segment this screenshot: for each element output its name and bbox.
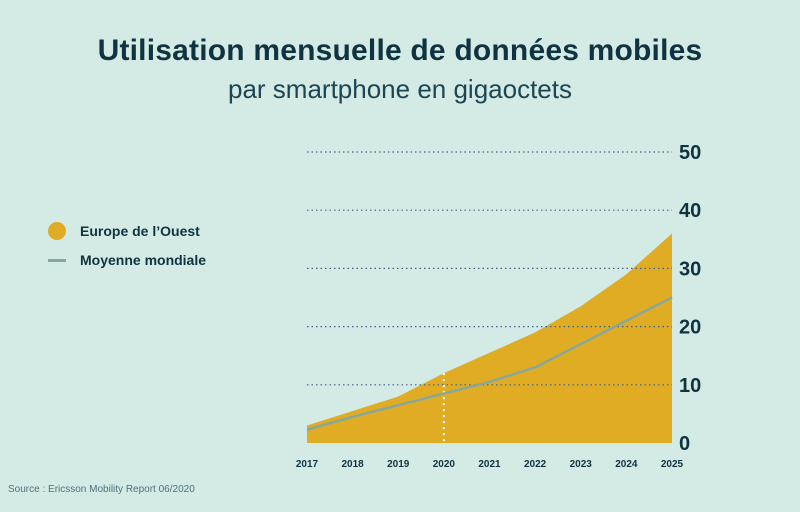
- chart-title: Utilisation mensuelle de données mobiles: [97, 34, 703, 67]
- x-tick-label-2020: 2020: [433, 459, 456, 470]
- x-tick-label-2024: 2024: [615, 459, 638, 470]
- x-tick-label-2019: 2019: [387, 459, 410, 470]
- legend-swatch-europe: [48, 222, 66, 240]
- x-tick-label-2018: 2018: [342, 459, 365, 470]
- y-tick-label-10: 10: [679, 375, 701, 397]
- x-tick-label-2017: 2017: [296, 459, 319, 470]
- x-tick-label-2023: 2023: [570, 459, 593, 470]
- chart-subtitle: par smartphone en gigaoctets: [228, 74, 572, 104]
- y-tick-label-50: 50: [679, 142, 701, 164]
- x-tick-label-2021: 2021: [478, 459, 501, 470]
- x-tick-label-2025: 2025: [661, 459, 684, 470]
- legend-label-world: Moyenne mondiale: [80, 252, 207, 268]
- y-tick-label-0: 0: [679, 433, 690, 455]
- line-moyenne-mondiale: [306, 296, 673, 431]
- y-tick-label-30: 30: [679, 258, 701, 280]
- legend-item-world: Moyenne mondiale: [48, 252, 206, 268]
- x-tick-label-2022: 2022: [524, 459, 547, 470]
- legend-swatch-world: [48, 258, 66, 262]
- y-tick-label-20: 20: [679, 317, 701, 339]
- legend-item-europe: Europe de l’Ouest: [48, 222, 206, 240]
- legend: Europe de l’Ouest Moyenne mondiale: [48, 222, 206, 280]
- y-tick-label-40: 40: [679, 200, 701, 222]
- area-europe-de-l-ouest: [307, 233, 672, 443]
- legend-label-europe: Europe de l’Ouest: [80, 223, 200, 239]
- source-note: Source : Ericsson Mobility Report 06/202…: [8, 484, 195, 495]
